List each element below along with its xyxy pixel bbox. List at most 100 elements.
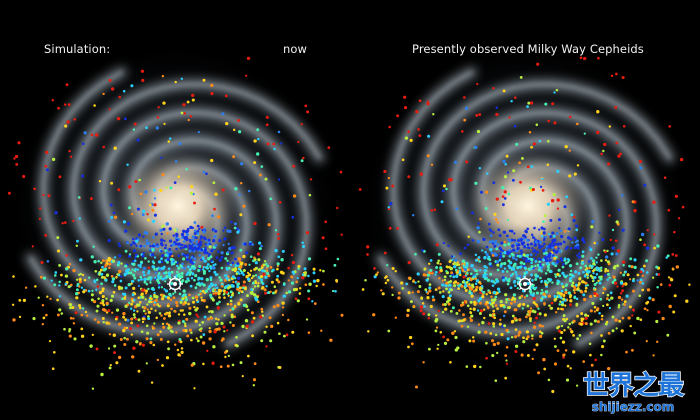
- cepheid-point: [201, 321, 205, 324]
- cepheid-point: [231, 261, 235, 265]
- cepheid-point: [469, 311, 473, 315]
- cepheid-point: [639, 166, 643, 170]
- cepheid-point: [567, 291, 571, 295]
- cepheid-point: [253, 258, 257, 261]
- cepheid-point: [161, 260, 164, 264]
- cepheid-point: [474, 145, 478, 150]
- cepheid-point: [447, 302, 451, 306]
- cepheid-point: [490, 295, 493, 298]
- cepheid-point: [163, 239, 166, 243]
- cepheid-point: [101, 287, 105, 291]
- cepheid-point: [610, 296, 614, 300]
- cepheid-point: [429, 304, 433, 309]
- cepheid-point: [78, 217, 82, 220]
- cepheid-point: [619, 281, 624, 285]
- cepheid-point: [446, 338, 450, 342]
- cepheid-point: [206, 349, 209, 352]
- cepheid-point: [89, 344, 93, 348]
- cepheid-point: [610, 74, 614, 78]
- cepheid-point: [114, 317, 118, 321]
- cepheid-point: [149, 278, 152, 282]
- cepheid-point: [542, 292, 546, 296]
- cepheid-point: [137, 318, 141, 322]
- cepheid-point: [507, 259, 511, 263]
- cepheid-point: [513, 263, 517, 267]
- cepheid-point: [526, 313, 529, 316]
- cepheid-point: [188, 306, 192, 310]
- cepheid-point: [547, 253, 551, 257]
- cepheid-point: [215, 322, 219, 326]
- cepheid-point: [555, 311, 558, 314]
- cepheid-point: [203, 259, 207, 263]
- cepheid-point: [492, 86, 495, 90]
- cepheid-point: [453, 284, 457, 288]
- cepheid-point: [300, 159, 304, 163]
- cepheid-point: [385, 275, 388, 278]
- cepheid-point: [269, 197, 273, 201]
- cepheid-point: [167, 302, 170, 306]
- cepheid-point: [208, 326, 211, 330]
- cepheid-point: [199, 290, 202, 293]
- cepheid-point: [474, 282, 478, 286]
- cepheid-point: [131, 268, 134, 271]
- cepheid-point: [186, 334, 190, 338]
- cepheid-point: [529, 242, 533, 246]
- cepheid-point: [556, 291, 560, 295]
- cepheid-point: [591, 259, 596, 263]
- cepheid-point: [526, 304, 530, 308]
- cepheid-point: [241, 374, 244, 378]
- cepheid-point: [186, 277, 190, 281]
- cepheid-point: [143, 277, 147, 282]
- cepheid-point: [277, 130, 281, 134]
- cepheid-point: [274, 291, 277, 294]
- galaxy-core: [466, 150, 590, 262]
- cepheid-point: [589, 248, 593, 252]
- cepheid-point: [261, 269, 265, 273]
- cepheid-point: [593, 292, 597, 296]
- cepheid-point: [130, 321, 134, 325]
- cepheid-point: [231, 275, 235, 279]
- cepheid-point: [668, 304, 672, 309]
- cepheid-point: [622, 260, 626, 264]
- cepheid-point: [551, 281, 554, 284]
- cepheid-point: [256, 252, 260, 256]
- cepheid-point: [449, 178, 453, 182]
- cepheid-point: [33, 187, 36, 191]
- cepheid-point: [452, 281, 456, 285]
- cepheid-point: [148, 248, 151, 251]
- cepheid-point: [193, 305, 196, 309]
- cepheid-point: [226, 364, 230, 368]
- cepheid-point: [573, 246, 577, 250]
- cepheid-point: [143, 280, 147, 284]
- cepheid-point: [96, 304, 100, 308]
- cepheid-point: [303, 273, 307, 277]
- cepheid-point: [222, 289, 226, 293]
- cepheid-point: [485, 293, 488, 296]
- cepheid-point: [149, 294, 152, 298]
- cepheid-point: [513, 308, 517, 312]
- cepheid-point: [195, 239, 199, 243]
- cepheid-point: [607, 272, 610, 276]
- cepheid-point: [483, 271, 487, 275]
- cepheid-point: [238, 130, 242, 134]
- cepheid-point: [560, 307, 563, 311]
- cepheid-point: [165, 356, 170, 360]
- cepheid-point: [651, 298, 655, 302]
- cepheid-point: [111, 277, 116, 281]
- cepheid-point: [260, 310, 264, 313]
- cepheid-point: [427, 316, 431, 320]
- cepheid-point: [254, 281, 258, 284]
- cepheid-point: [91, 289, 94, 293]
- cepheid-point: [194, 295, 199, 299]
- cepheid-point: [291, 260, 295, 265]
- cepheid-point: [582, 360, 586, 363]
- cepheid-point: [556, 272, 560, 277]
- cepheid-point: [142, 251, 145, 255]
- cepheid-point: [197, 278, 200, 281]
- cepheid-point: [580, 317, 583, 320]
- cepheid-point: [125, 337, 129, 341]
- cepheid-point: [514, 328, 518, 331]
- cepheid-point: [431, 298, 436, 302]
- cepheid-point: [116, 263, 120, 267]
- cepheid-point: [518, 318, 522, 322]
